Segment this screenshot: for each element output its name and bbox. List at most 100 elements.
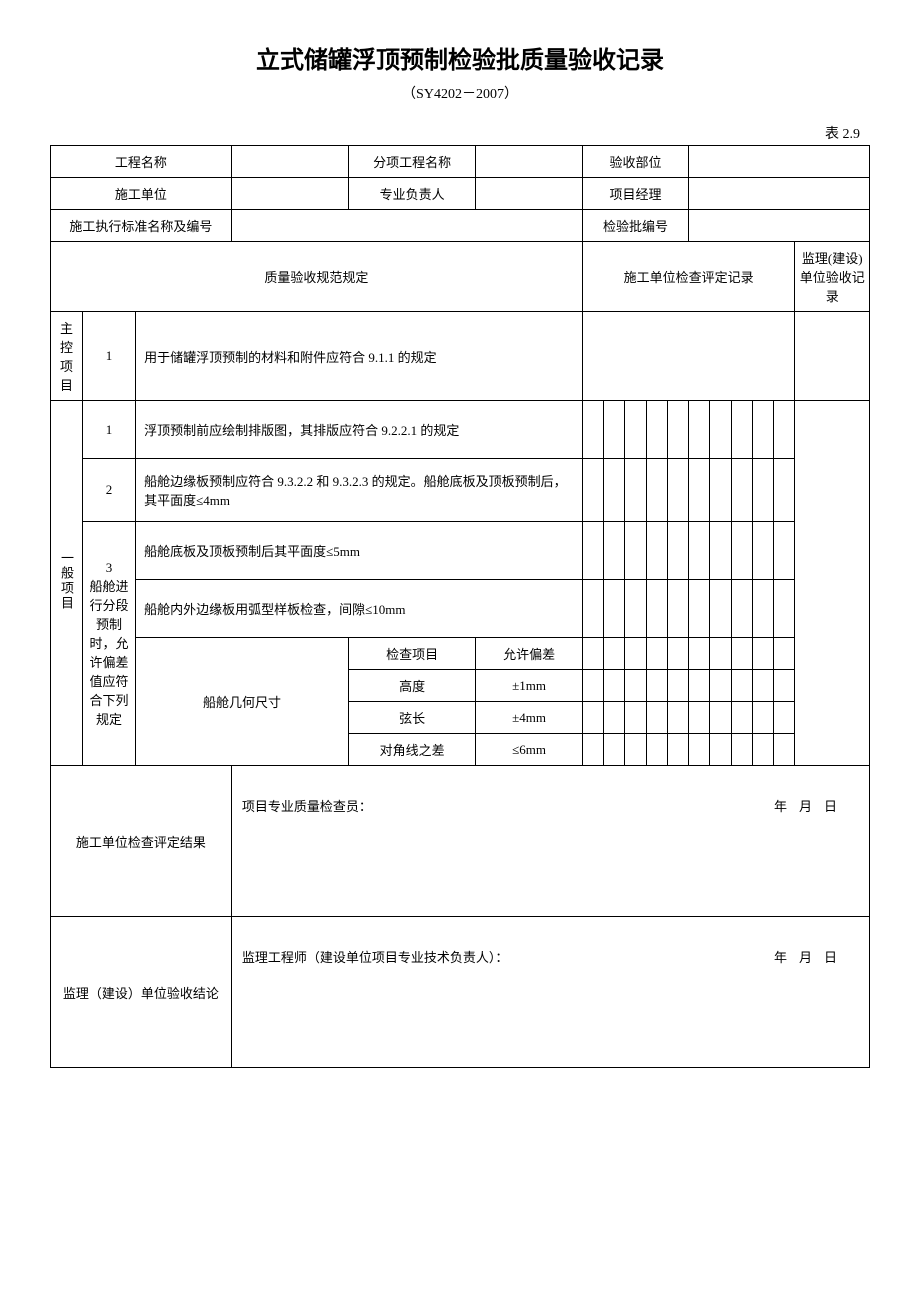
height-label: 高度 bbox=[348, 670, 476, 702]
check-cell bbox=[646, 459, 667, 522]
check-cell bbox=[689, 401, 710, 459]
check-cell bbox=[625, 638, 646, 670]
acceptance-part-label: 验收部位 bbox=[582, 146, 688, 178]
check-cell bbox=[667, 702, 688, 734]
check-cell bbox=[625, 670, 646, 702]
general-label: 一般项目 bbox=[51, 401, 83, 766]
check-cell bbox=[604, 670, 625, 702]
check-cell bbox=[582, 702, 603, 734]
general-3a-text: 船舱底板及顶板预制后其平面度≤5mm bbox=[136, 522, 583, 580]
check-cell bbox=[774, 459, 795, 522]
check-cell bbox=[582, 459, 603, 522]
project-manager-value bbox=[689, 178, 870, 210]
professional-leader-value bbox=[476, 178, 582, 210]
date-placeholder: 年月日 bbox=[774, 947, 849, 966]
check-cell bbox=[604, 522, 625, 580]
check-cell bbox=[625, 580, 646, 638]
check-cell bbox=[667, 638, 688, 670]
batch-number-label: 检验批编号 bbox=[582, 210, 688, 242]
check-cell bbox=[689, 670, 710, 702]
check-cell bbox=[689, 522, 710, 580]
check-cell bbox=[710, 734, 731, 766]
check-cell bbox=[582, 580, 603, 638]
check-cell bbox=[731, 734, 752, 766]
check-cell bbox=[710, 638, 731, 670]
check-cell bbox=[625, 734, 646, 766]
check-cell bbox=[689, 734, 710, 766]
check-cell bbox=[774, 670, 795, 702]
check-cell bbox=[646, 638, 667, 670]
unit-result-row: 施工单位检查评定结果 项目专业质量检查员： 年月日 bbox=[51, 766, 870, 917]
check-cell bbox=[731, 670, 752, 702]
check-cell bbox=[689, 580, 710, 638]
check-cell bbox=[752, 734, 773, 766]
header-row-4: 质量验收规范规定 施工单位检查评定记录 监理(建设)单位验收记录 bbox=[51, 242, 870, 312]
general-supervision bbox=[795, 401, 870, 766]
unit-check-label: 施工单位检查评定记录 bbox=[582, 242, 795, 312]
check-cell bbox=[752, 580, 773, 638]
main-control-check bbox=[582, 312, 795, 401]
unit-result-label: 施工单位检查评定结果 bbox=[51, 766, 232, 917]
check-cell bbox=[625, 702, 646, 734]
header-row-1: 工程名称 分项工程名称 验收部位 bbox=[51, 146, 870, 178]
check-cell bbox=[689, 459, 710, 522]
main-control-num: 1 bbox=[82, 312, 135, 401]
check-cell bbox=[752, 522, 773, 580]
general-1-text: 浮顶预制前应绘制排版图，其排版应符合 9.2.2.1 的规定 bbox=[136, 401, 583, 459]
construction-unit-label: 施工单位 bbox=[51, 178, 232, 210]
check-cell bbox=[752, 401, 773, 459]
project-name-value bbox=[231, 146, 348, 178]
check-cell bbox=[625, 401, 646, 459]
check-cell bbox=[667, 522, 688, 580]
check-cell bbox=[774, 401, 795, 459]
diagonal-label: 对角线之差 bbox=[348, 734, 476, 766]
professional-leader-label: 专业负责人 bbox=[348, 178, 476, 210]
chord-tolerance: ±4mm bbox=[476, 702, 582, 734]
check-cell bbox=[646, 522, 667, 580]
check-cell bbox=[774, 580, 795, 638]
check-cell bbox=[604, 638, 625, 670]
check-cell bbox=[710, 670, 731, 702]
check-cell bbox=[710, 580, 731, 638]
check-cell bbox=[646, 734, 667, 766]
check-cell bbox=[646, 401, 667, 459]
check-cell bbox=[604, 459, 625, 522]
main-control-row: 主控项目 1 用于储罐浮顶预制的材料和附件应符合 9.1.1 的规定 bbox=[51, 312, 870, 401]
main-control-label: 主控项目 bbox=[51, 312, 83, 401]
tolerance-header: 允许偏差 bbox=[476, 638, 582, 670]
general-2-text: 船舱边缘板预制应符合 9.3.2.2 和 9.3.2.3 的规定。船舱底板及顶板… bbox=[136, 459, 583, 522]
inspection-table: 工程名称 分项工程名称 验收部位 施工单位 专业负责人 项目经理 施工执行标准名… bbox=[50, 145, 870, 1068]
project-manager-label: 项目经理 bbox=[582, 178, 688, 210]
project-name-label: 工程名称 bbox=[51, 146, 232, 178]
quality-inspector-label: 项目专业质量检查员： bbox=[242, 799, 372, 814]
check-cell bbox=[604, 580, 625, 638]
check-cell bbox=[646, 702, 667, 734]
main-control-supervision bbox=[795, 312, 870, 401]
document-title: 立式储罐浮顶预制检验批质量验收记录 bbox=[50, 40, 870, 75]
check-cell bbox=[752, 638, 773, 670]
check-cell bbox=[582, 670, 603, 702]
check-cell bbox=[604, 702, 625, 734]
check-cell bbox=[774, 734, 795, 766]
table-number-label: 表 2.9 bbox=[50, 123, 870, 143]
check-cell bbox=[731, 638, 752, 670]
supervision-label: 监理(建设)单位验收记录 bbox=[795, 242, 870, 312]
header-row-3: 施工执行标准名称及编号 检验批编号 bbox=[51, 210, 870, 242]
geometry-label: 船舱几何尺寸 bbox=[136, 638, 349, 766]
check-cell bbox=[582, 401, 603, 459]
supervision-result-row: 监理（建设）单位验收结论 监理工程师（建设单位项目专业技术负责人）： 年月日 bbox=[51, 917, 870, 1068]
date-placeholder: 年月日 bbox=[774, 796, 849, 815]
check-cell bbox=[689, 638, 710, 670]
check-cell bbox=[646, 580, 667, 638]
check-cell bbox=[774, 522, 795, 580]
check-cell bbox=[582, 522, 603, 580]
height-tolerance: ±1mm bbox=[476, 670, 582, 702]
check-cell bbox=[731, 522, 752, 580]
document-subtitle: （SY4202－2007） bbox=[50, 83, 870, 103]
check-cell bbox=[731, 459, 752, 522]
main-control-text: 用于储罐浮顶预制的材料和附件应符合 9.1.1 的规定 bbox=[136, 312, 583, 401]
check-item-header: 检查项目 bbox=[348, 638, 476, 670]
check-cell bbox=[731, 401, 752, 459]
sub-project-value bbox=[476, 146, 582, 178]
check-cell bbox=[752, 702, 773, 734]
